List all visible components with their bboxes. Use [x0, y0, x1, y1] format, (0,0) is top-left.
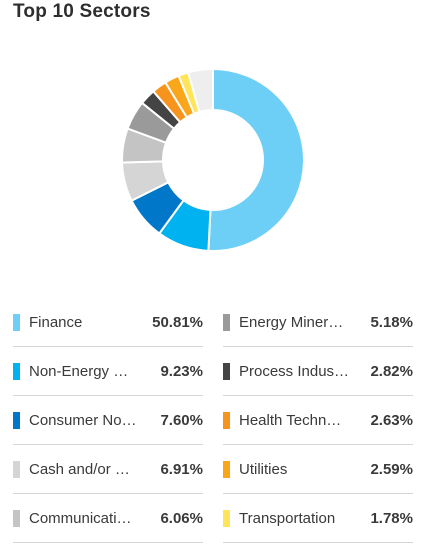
legend-swatch [223, 461, 230, 478]
donut-slice-other[interactable] [186, 67, 214, 114]
legend-swatch [223, 510, 230, 527]
legend-value: 2.63% [370, 412, 413, 429]
legend-value: 5.18% [370, 314, 413, 331]
legend-item-utilities[interactable]: Utilities 2.59% [223, 445, 413, 494]
legend-value: 7.60% [160, 412, 203, 429]
legend-value: 2.82% [370, 363, 413, 380]
legend-value: 6.06% [160, 510, 203, 527]
legend-label: Transportation [239, 510, 336, 527]
legend-label: Non-Energy … [29, 363, 129, 380]
legend-value: 6.91% [160, 461, 203, 478]
legend-item-cash[interactable]: Cash and/or … 6.91% [13, 445, 203, 494]
legend-label: Communicati… [29, 510, 132, 527]
legend-swatch [13, 314, 20, 331]
legend-swatch [223, 314, 230, 331]
legend-label: Utilities [239, 461, 288, 478]
donut-chart [121, 67, 305, 252]
chart-title: Top 10 Sectors [13, 1, 151, 22]
legend-value: 1.78% [370, 510, 413, 527]
legend-label: Consumer No… [29, 412, 137, 429]
legend-item-non-energy[interactable]: Non-Energy … 9.23% [13, 347, 203, 396]
legend-label: Energy Miner… [239, 314, 344, 331]
legend-label: Finance [29, 314, 83, 331]
legend-label: Cash and/or … [29, 461, 130, 478]
legend-item-consumer[interactable]: Consumer No… 7.60% [13, 396, 203, 445]
donut-slice-finance[interactable] [207, 67, 305, 252]
legend-item-finance[interactable]: Finance 50.81% [13, 298, 203, 347]
legend-item-transportation[interactable]: Transportation 1.78% [223, 494, 413, 543]
legend-label: Health Techn… [239, 412, 342, 429]
legend-item-energy-minerals[interactable]: Energy Miner… 5.18% [223, 298, 413, 347]
legend-value: 9.23% [160, 363, 203, 380]
legend-swatch [13, 461, 20, 478]
legend-item-health-technology[interactable]: Health Techn… 2.63% [223, 396, 413, 445]
legend-swatch [223, 412, 230, 429]
legend-swatch [13, 510, 20, 527]
legend-value: 50.81% [152, 314, 203, 331]
legend-item-communications[interactable]: Communicati… 6.06% [13, 494, 203, 543]
legend-item-process-industries[interactable]: Process Indus… 2.82% [223, 347, 413, 396]
legend-column-right: Energy Miner… 5.18% Process Indus… 2.82%… [223, 298, 413, 543]
legend-value: 2.59% [370, 461, 413, 478]
legend-label: Process Indus… [239, 363, 350, 380]
legend-swatch [13, 412, 20, 429]
legend-swatch [223, 363, 230, 380]
legend-swatch [13, 363, 20, 380]
legend-column-left: Finance 50.81% Non-Energy … 9.23% Consum… [13, 298, 203, 543]
